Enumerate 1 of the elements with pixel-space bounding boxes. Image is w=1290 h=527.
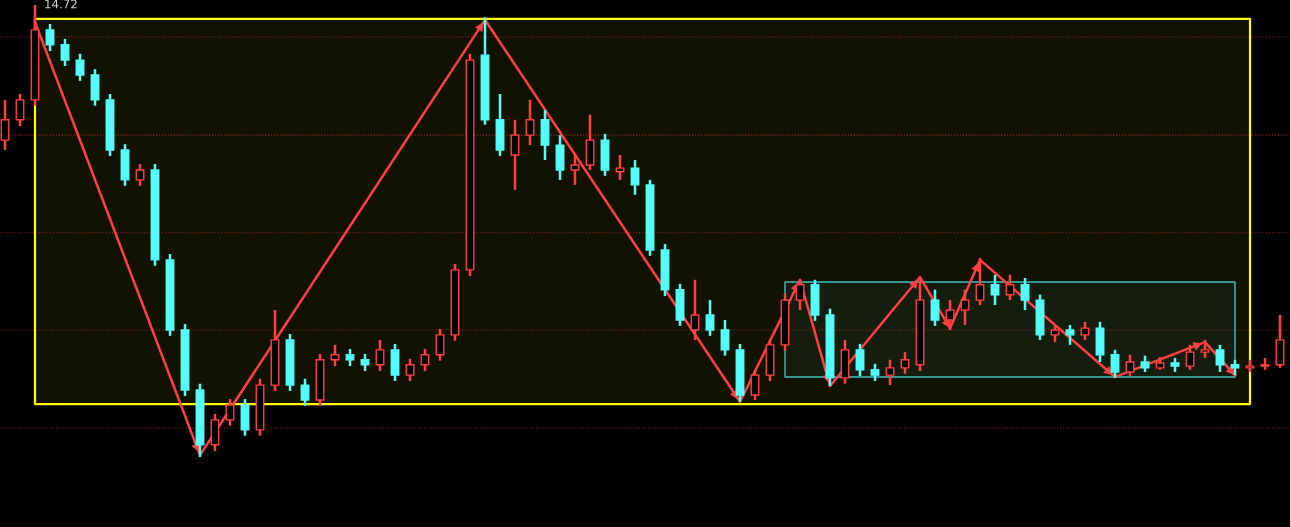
annotation: 14.72 [45, 0, 77, 9]
